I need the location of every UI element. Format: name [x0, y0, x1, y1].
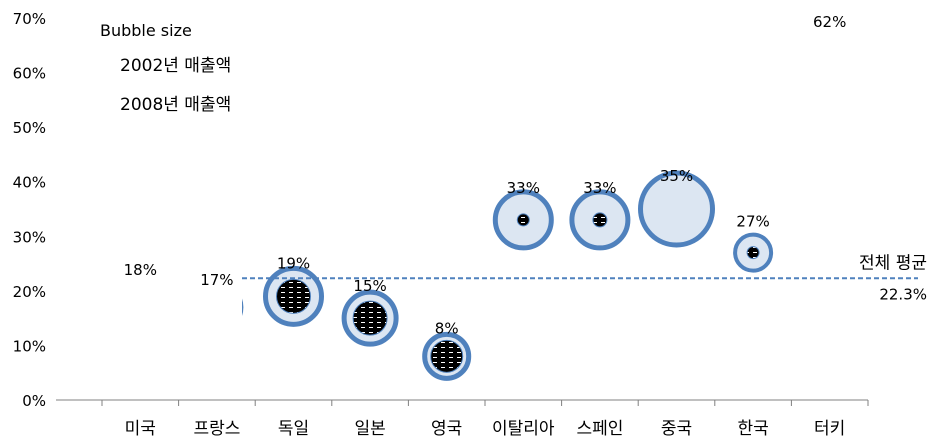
bubble-2002 [276, 278, 311, 314]
x-tick-label: 일본 [354, 419, 385, 439]
y-tick-label: 60% [13, 65, 46, 83]
legend-item-2002: 2002년 매출액 [120, 56, 231, 76]
y-tick-label: 70% [13, 10, 46, 28]
y-tick-label: 30% [13, 228, 46, 246]
reference-line-label: 전체 평균 [859, 253, 927, 273]
x-tick-label: 독일 [278, 419, 309, 439]
data-label: 17% [200, 271, 233, 289]
legend-title: Bubble size [100, 21, 192, 40]
data-label: 33% [583, 179, 616, 197]
x-tick-label: 이탈리아 [492, 419, 555, 439]
data-label: 19% [277, 254, 310, 272]
y-axis-tick-labels: 0% 10% 20% 30% 40% 50% 60% 70% [13, 10, 46, 410]
bubble-2002 [352, 300, 388, 336]
x-axis-tick-labels: 미국 프랑스 독일 일본 영국 이탈리아 스페인 중국 한국 터키 [125, 419, 846, 439]
data-labels: 18% 17% 19% 15% 8% 33% 33% 35% 27% 62% [124, 13, 847, 337]
legend-item-2008: 2008년 매출액 [120, 95, 231, 115]
data-label: 33% [507, 179, 540, 197]
y-tick-label: 20% [13, 283, 46, 301]
bubble-2008 [638, 170, 715, 248]
reference-line-group: 전체 평균 22.3% [242, 253, 927, 303]
x-tick-label: 프랑스 [193, 419, 240, 439]
x-tick-label: 영국 [431, 419, 462, 439]
data-label: 8% [435, 319, 459, 337]
x-tick-label: 터키 [814, 419, 845, 439]
y-tick-label: 50% [13, 119, 46, 137]
bubble-2002 [430, 339, 464, 373]
y-tick-label: 10% [13, 337, 46, 355]
bubble-2008 [242, 298, 244, 316]
y-tick-label: 40% [13, 174, 46, 192]
data-label: 15% [353, 277, 386, 295]
bubble-2002 [746, 246, 760, 260]
bubble-2002 [516, 213, 530, 227]
data-label: 18% [124, 261, 157, 279]
x-tick-label: 한국 [737, 419, 768, 439]
x-tick-label: 미국 [125, 419, 156, 439]
data-label: 62% [813, 13, 846, 31]
reference-line-value: 22.3% [879, 285, 927, 303]
x-axis [56, 399, 869, 406]
bubbles [242, 170, 774, 381]
bubble-2002 [592, 212, 608, 228]
data-label: 27% [736, 213, 769, 231]
x-tick-label: 스페인 [576, 419, 623, 439]
x-tick-label: 중국 [661, 419, 692, 439]
y-tick-label: 0% [22, 392, 46, 410]
data-label: 35% [660, 167, 693, 185]
legend: Bubble size 2002년 매출액 2008년 매출액 [100, 21, 231, 115]
